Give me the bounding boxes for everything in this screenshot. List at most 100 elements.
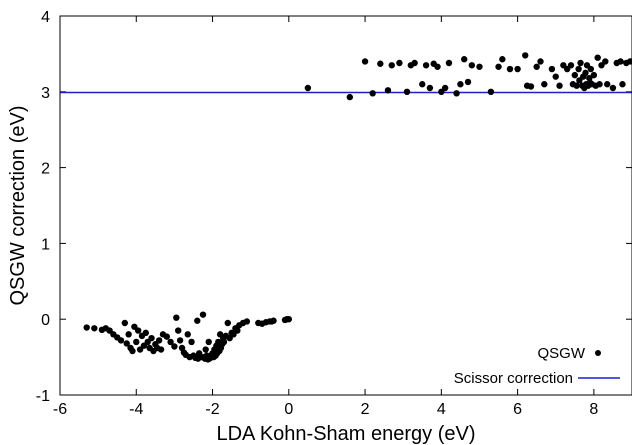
qsgw-point bbox=[575, 65, 582, 73]
qsgw-point bbox=[457, 81, 464, 88]
qsgw-point bbox=[188, 338, 195, 346]
qsgw-point bbox=[176, 337, 184, 344]
qsgw-point bbox=[377, 60, 384, 67]
qsgw-point bbox=[537, 58, 544, 65]
qsgw-point bbox=[411, 59, 418, 67]
qsgw-point bbox=[604, 81, 611, 88]
qsgw-point bbox=[194, 317, 201, 324]
qsgw-point bbox=[184, 331, 191, 338]
qsgw-point bbox=[590, 71, 598, 79]
qsgw-point bbox=[167, 338, 174, 346]
qsgw-point bbox=[129, 347, 136, 355]
qsgw-point bbox=[548, 65, 556, 73]
qsgw-point bbox=[123, 340, 130, 347]
x-axis-label: LDA Kohn-Sham energy (eV) bbox=[216, 423, 475, 445]
y-tick-label: 1 bbox=[41, 236, 50, 253]
qsgw-point bbox=[270, 317, 277, 324]
qsgw-point bbox=[125, 331, 132, 338]
qsgw-point bbox=[396, 59, 403, 67]
qsgw-point bbox=[199, 311, 207, 318]
qsgw-point bbox=[220, 338, 228, 346]
qsgw-point bbox=[453, 90, 460, 97]
qsgw-point bbox=[506, 65, 514, 73]
qsgw-point bbox=[234, 327, 241, 334]
qsgw-point bbox=[155, 337, 163, 344]
qsgw-point bbox=[83, 324, 90, 331]
qsgw-point bbox=[582, 69, 589, 77]
qsgw-point bbox=[224, 319, 231, 327]
qsgw-point bbox=[133, 338, 140, 346]
qsgw-point bbox=[445, 59, 453, 67]
legend-label-scissor-correction: Scissor correction bbox=[454, 370, 573, 387]
qsgw-point bbox=[626, 58, 632, 65]
x-tick-label: 0 bbox=[284, 401, 293, 418]
legend-label-qsgw: QSGW bbox=[538, 345, 586, 362]
qsgw-point bbox=[596, 81, 603, 88]
qsgw-point bbox=[552, 73, 559, 80]
qsgw-point bbox=[617, 58, 624, 65]
x-tick-label: 8 bbox=[589, 401, 598, 418]
x-tick-label: -4 bbox=[129, 401, 143, 418]
qsgw-point bbox=[609, 84, 617, 92]
qsgw-point bbox=[464, 78, 472, 86]
qsgw-point bbox=[522, 52, 529, 59]
qsgw-point bbox=[134, 327, 142, 334]
qsgw-point bbox=[142, 329, 149, 337]
qsgw-point bbox=[487, 88, 495, 96]
qsgw-point bbox=[476, 63, 483, 70]
qsgw-point bbox=[148, 334, 155, 342]
y-tick-label: 3 bbox=[41, 85, 50, 102]
y-tick-label: 4 bbox=[41, 9, 50, 26]
qsgw-point bbox=[587, 65, 595, 73]
qsgw-point bbox=[499, 56, 506, 63]
y-axis-label: QSGW correction (eV) bbox=[7, 105, 29, 305]
qsgw-point bbox=[426, 84, 434, 92]
qsgw-point bbox=[619, 81, 626, 88]
qsgw-point bbox=[173, 314, 180, 321]
qsgw-point bbox=[434, 63, 441, 70]
y-tick-label: 0 bbox=[41, 312, 50, 329]
qsgw-point bbox=[441, 84, 449, 92]
qsgw-point bbox=[495, 63, 502, 70]
qsgw-point bbox=[567, 62, 575, 69]
qsgw-point bbox=[91, 325, 98, 332]
x-tick-label: -2 bbox=[205, 401, 219, 418]
y-tick-label: -1 bbox=[36, 388, 50, 405]
plot-frame bbox=[59, 15, 632, 396]
qsgw-point bbox=[468, 62, 476, 69]
qsgw-point bbox=[541, 81, 548, 88]
qsgw-point bbox=[361, 58, 369, 65]
qsgw-point bbox=[202, 346, 209, 353]
qsgw-point bbox=[205, 338, 212, 346]
qsgw-point bbox=[573, 82, 580, 89]
qsgw-point bbox=[514, 65, 521, 73]
qsgw-point bbox=[527, 83, 535, 90]
qsgw-point bbox=[419, 81, 426, 88]
legend: QSGW Scissor correction bbox=[454, 345, 620, 387]
qsgw-point bbox=[369, 90, 376, 97]
qsgw-point bbox=[422, 62, 430, 69]
qsgw-point bbox=[571, 71, 578, 79]
y-tick-label: 2 bbox=[41, 161, 50, 178]
qsgw-point bbox=[121, 319, 129, 327]
qsgw-point bbox=[171, 343, 178, 350]
qsgw-point bbox=[163, 333, 170, 340]
qsgw-point bbox=[346, 93, 354, 101]
qsgw-point bbox=[403, 88, 411, 96]
x-tick-label: 4 bbox=[437, 401, 446, 418]
qsgw-points-layer bbox=[83, 52, 632, 363]
qsgw-point bbox=[157, 346, 165, 353]
qsgw-point bbox=[304, 84, 312, 92]
qsgw-point bbox=[594, 54, 601, 61]
qsgw-point bbox=[556, 82, 563, 89]
qsgw-point bbox=[175, 327, 182, 334]
qsgw-point bbox=[243, 318, 251, 325]
qsgw-point bbox=[602, 58, 609, 65]
x-tick-label: -6 bbox=[53, 401, 67, 418]
qsgw-point bbox=[285, 316, 292, 323]
x-tick-label: 2 bbox=[361, 401, 370, 418]
qsgw-point bbox=[533, 63, 540, 70]
legend-marker-qsgw bbox=[595, 350, 601, 356]
qsgw-point bbox=[577, 59, 584, 67]
